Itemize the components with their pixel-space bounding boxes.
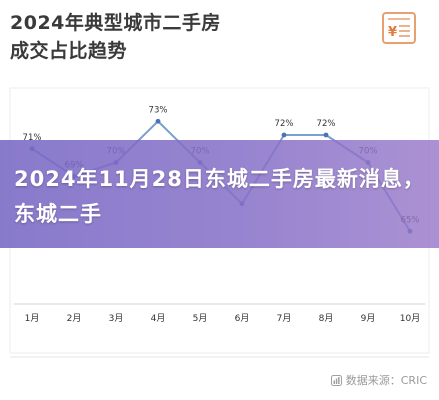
x-tick-label-6: 6月 (235, 313, 250, 324)
headline-banner[interactable]: 2024年11月28日东城二手房最新消息，东城二手 (0, 140, 439, 248)
data-label-1: 71% (23, 133, 42, 143)
data-point-4 (155, 118, 161, 124)
x-tick-label-3: 3月 (109, 313, 124, 324)
headline-text[interactable]: 2024年11月28日东城二手房最新消息，东城二手 (14, 167, 425, 226)
data-point-7 (281, 132, 287, 138)
data-label-7: 72% (275, 119, 294, 129)
svg-text:¥: ¥ (388, 25, 397, 40)
data-point-8 (323, 132, 329, 138)
x-tick-label-8: 8月 (319, 313, 334, 324)
chart-icon (330, 374, 342, 386)
x-tick-label-5: 5月 (193, 313, 208, 324)
data-source: 数据来源：CRIC (330, 372, 427, 388)
x-tick-label-7: 7月 (277, 313, 292, 324)
chart-title-line-2: 成交占比趋势 (10, 40, 128, 62)
chart-title-line-1: 2024年典型城市二手房 (10, 12, 221, 34)
data-source-label: 数据来源：CRIC (345, 374, 427, 387)
x-tick-label-2: 2月 (67, 313, 82, 324)
x-tick-label-1: 1月 (25, 313, 40, 324)
document-yen-icon: ¥ (382, 12, 416, 44)
x-tick-label-4: 4月 (151, 313, 166, 324)
data-label-8: 72% (317, 119, 336, 129)
x-tick-label-10: 10月 (400, 313, 420, 324)
x-tick-label-9: 9月 (361, 313, 376, 324)
data-label-4: 73% (149, 105, 168, 115)
